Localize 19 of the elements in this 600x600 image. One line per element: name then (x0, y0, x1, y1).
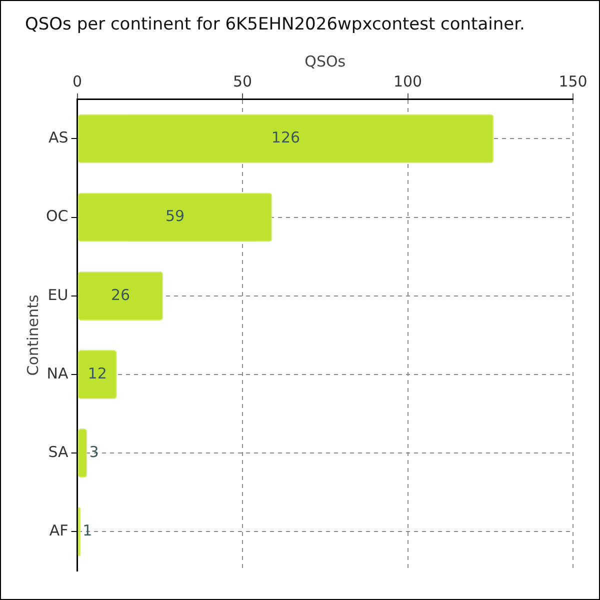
x-tick-label: 100 (393, 72, 422, 90)
data-label: 1 (82, 522, 92, 540)
chart-title: QSOs per continent for 6K5EHN2026wpxcontest container. (25, 14, 525, 35)
data-label: 59 (165, 207, 185, 226)
y-tick-label: AS (48, 128, 68, 147)
x-tick-label: 50 (232, 72, 252, 90)
y-tick-label: AF (49, 522, 68, 540)
y-tick-label: EU (48, 286, 68, 304)
data-label: 26 (110, 286, 130, 304)
x-tick-label: 150 (558, 72, 588, 90)
x-axis-title: QSOs (304, 52, 346, 70)
y-tick-label: NA (46, 364, 70, 382)
data-label: 126 (271, 128, 300, 147)
y-axis-title: Continents (24, 294, 42, 376)
data-label: 12 (88, 364, 107, 382)
y-tick-label: SA (48, 442, 70, 461)
x-tick-label: 0 (72, 72, 82, 90)
data-label: 3 (89, 442, 99, 461)
y-tick-label: OC (46, 207, 68, 226)
